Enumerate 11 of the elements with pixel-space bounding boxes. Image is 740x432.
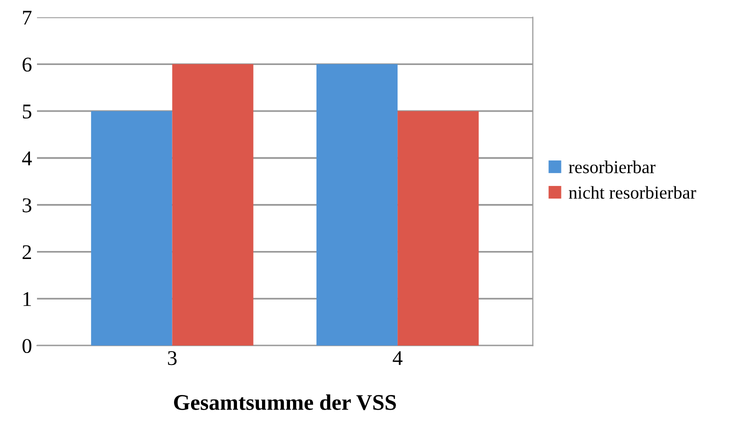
y-tick-label: 5 (22, 104, 32, 119)
x-axis-title: Gesamtsumme der VSS (174, 394, 396, 410)
legend-label: resorbierbar (568, 160, 656, 174)
y-tick-label: 2 (22, 245, 31, 260)
y-tick-label: 0 (22, 338, 32, 354)
y-tick-label: 4 (22, 152, 32, 166)
y-tick-label: 7 (23, 10, 32, 25)
y-tick-label: 6 (22, 58, 32, 72)
legend-label: nicht resorbierbar (568, 186, 696, 199)
y-tick-label: 1 (24, 292, 31, 306)
y-tick-label: 3 (22, 198, 32, 212)
